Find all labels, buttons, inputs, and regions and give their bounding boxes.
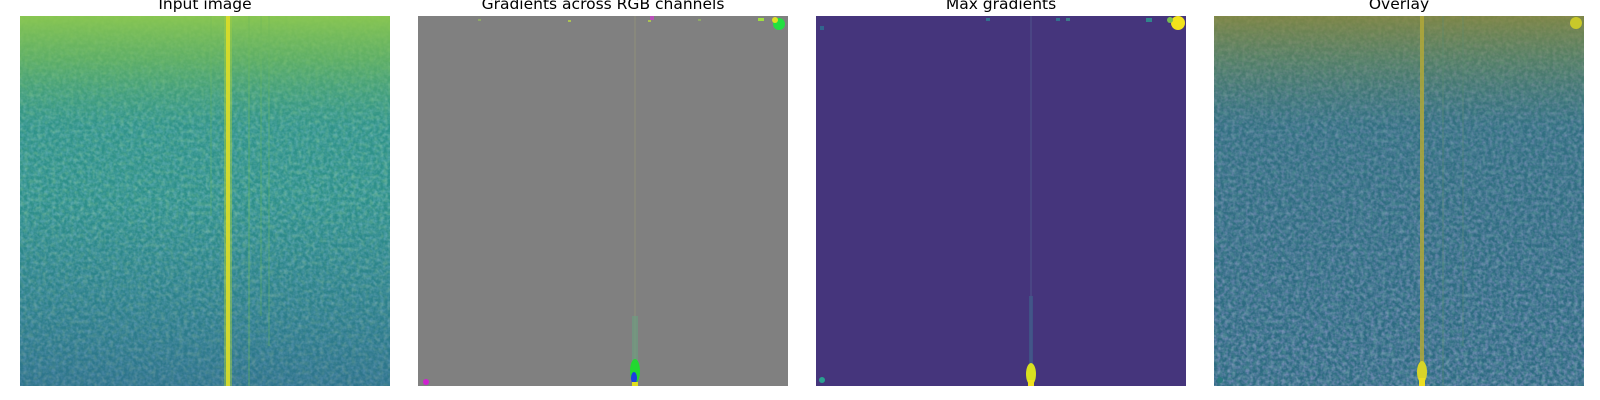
panel-input-image: Input image — [20, 0, 390, 400]
panel-max-gradients: Max gradients — [816, 0, 1186, 400]
panel-title: Input image — [158, 0, 252, 13]
input-image — [20, 16, 390, 386]
panel-overlay: Overlay — [1214, 0, 1584, 400]
gradients-rgb-image — [418, 16, 788, 386]
max-gradients-image — [816, 16, 1186, 386]
overlay-image — [1214, 16, 1584, 386]
panel-title: Gradients across RGB channels — [481, 0, 725, 13]
panel-title: Max gradients — [945, 0, 1057, 13]
panel-gradients-rgb: Gradients across RGB channels — [418, 0, 788, 400]
panel-title: Overlay — [1368, 0, 1430, 13]
